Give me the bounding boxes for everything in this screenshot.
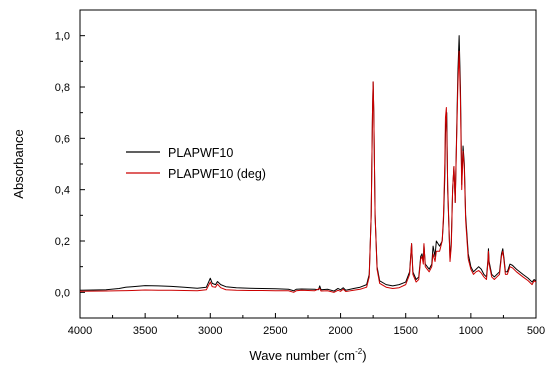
x-axis-ticks: 4000 3500 3000 2500 2000 1500 1000 500 xyxy=(68,313,545,337)
legend-label-series-1: PLAPWF10 (deg) xyxy=(168,167,266,181)
y-tick-label: 0,4 xyxy=(55,185,70,197)
x-tick-label: 2500 xyxy=(263,325,287,337)
y-tick-label: 0,0 xyxy=(55,287,70,299)
x-tick-label: 3000 xyxy=(198,325,222,337)
y-axis-title: Absorbance xyxy=(11,129,26,198)
x-axis-title-superscript: -2 xyxy=(355,347,363,356)
x-axis-title-close: ) xyxy=(362,348,366,363)
legend: PLAPWF10 PLAPWF10 (deg) xyxy=(126,146,266,181)
legend-label-series-0: PLAPWF10 xyxy=(168,146,233,160)
x-tick-label: 1500 xyxy=(393,325,417,337)
x-tick-label: 4000 xyxy=(68,325,92,337)
x-tick-label: 500 xyxy=(527,325,545,337)
series-line-1 xyxy=(79,50,537,293)
plot-frame xyxy=(79,9,537,319)
y-tick-label: 0,2 xyxy=(55,236,70,248)
y-tick-label: 0,6 xyxy=(55,133,70,145)
x-tick-label: 2000 xyxy=(328,325,352,337)
y-tick-label: 0,8 xyxy=(55,82,70,94)
x-tick-label: 3500 xyxy=(133,325,157,337)
y-tick-label: 1,0 xyxy=(55,31,70,43)
series-layer xyxy=(79,35,537,293)
x-axis-title-main: Wave number (cm xyxy=(249,348,355,363)
x-tick-label: 1000 xyxy=(459,325,483,337)
x-axis-title: Wave number (cm-2) xyxy=(249,347,366,363)
y-axis-ticks: 0,0 0,2 0,4 0,6 0,8 1,0 xyxy=(55,31,85,299)
